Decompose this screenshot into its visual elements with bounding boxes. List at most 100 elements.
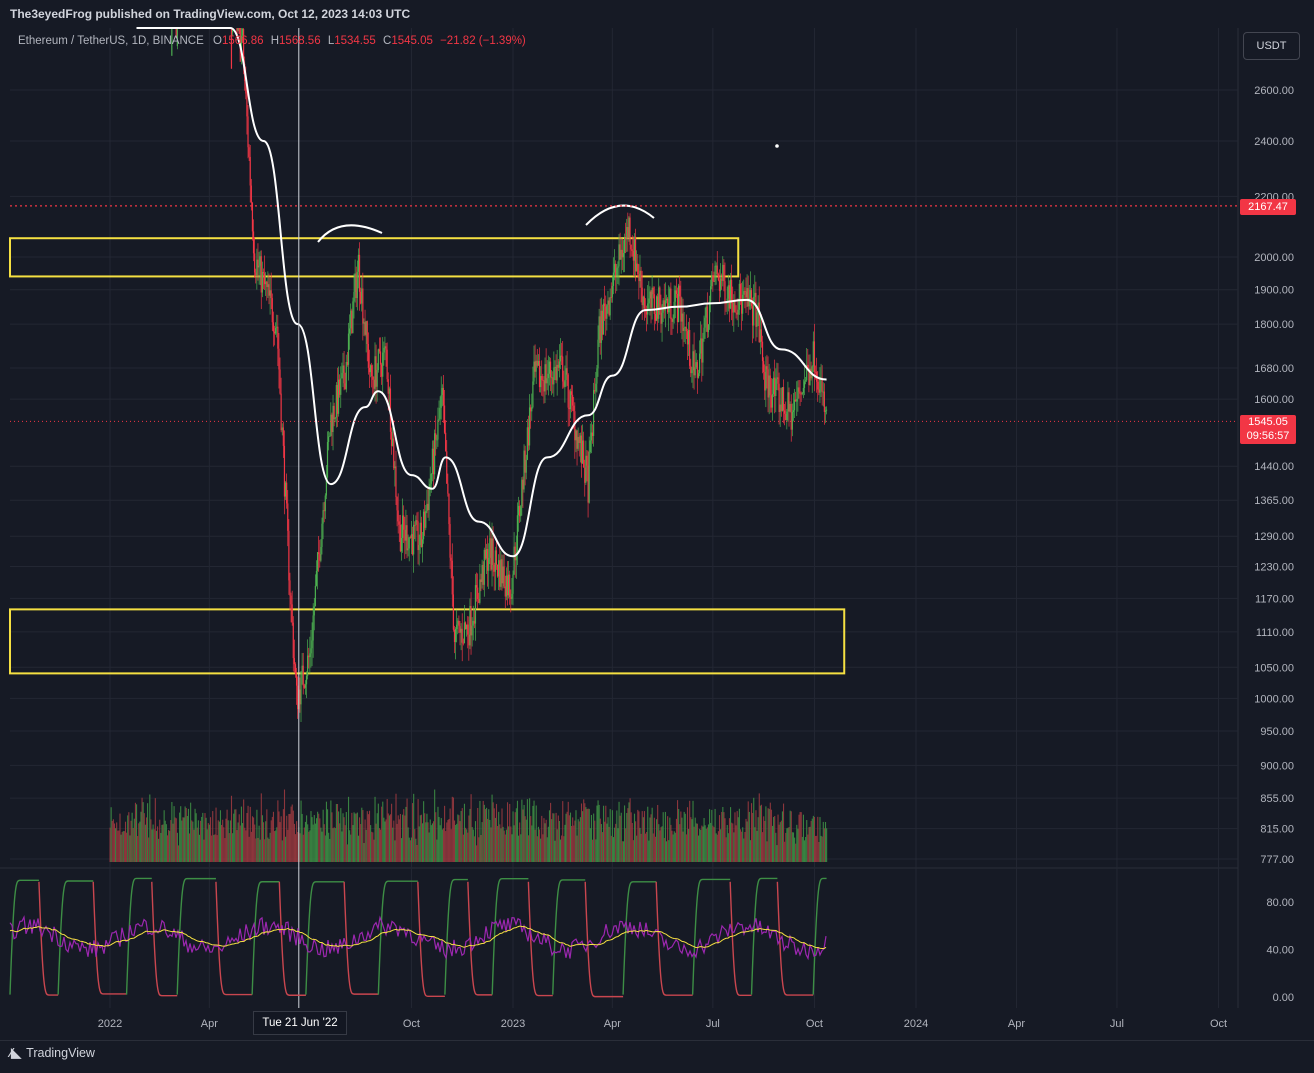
tradingview-logo[interactable]: ⁄◣ TradingView xyxy=(10,1045,95,1061)
candle-body xyxy=(801,392,803,394)
volume-bar xyxy=(394,840,396,862)
candle-body xyxy=(628,217,630,238)
price-tick-label: 950.00 xyxy=(1260,726,1294,738)
volume-bar xyxy=(448,819,450,862)
volume-bar xyxy=(779,822,781,862)
volume-bar xyxy=(168,830,170,862)
candle-body xyxy=(514,546,516,561)
volume-bar xyxy=(359,817,361,862)
candle-body xyxy=(329,435,331,437)
volume-bar xyxy=(473,836,475,862)
volume-bar xyxy=(393,820,395,862)
volume-bar xyxy=(150,819,152,862)
candle-body xyxy=(318,552,320,555)
candle-body xyxy=(358,254,361,292)
volume-bar xyxy=(360,824,362,862)
candle-body xyxy=(653,294,655,315)
volume-bar xyxy=(154,798,156,862)
volume-bar xyxy=(345,812,347,862)
volume-bar xyxy=(370,825,372,862)
volume-bar xyxy=(583,799,585,862)
candle-body xyxy=(533,361,535,382)
moving-average-line xyxy=(136,26,827,558)
candle-body xyxy=(490,538,492,570)
volume-bar xyxy=(591,839,594,862)
volume-bar xyxy=(753,797,755,862)
volume-bar xyxy=(812,815,814,862)
volume-bar xyxy=(241,823,244,862)
volume-bar xyxy=(439,825,441,862)
candle-body xyxy=(672,318,674,322)
volume-bar xyxy=(312,824,314,862)
candle-body xyxy=(690,365,692,374)
volume-bar xyxy=(486,807,488,862)
candle-body xyxy=(275,327,277,334)
volume-bar xyxy=(561,835,563,862)
candle-body xyxy=(782,387,785,411)
candle-body xyxy=(450,557,452,561)
volume-bar xyxy=(261,815,263,862)
candle-body xyxy=(316,552,319,571)
volume-bar xyxy=(595,839,597,862)
stochastic-line xyxy=(251,881,280,995)
volume-bar xyxy=(631,823,633,862)
candle-body xyxy=(594,390,596,392)
volume-bar xyxy=(811,818,813,862)
candle-body xyxy=(660,305,662,324)
volume-bar xyxy=(238,814,240,862)
volume-bar xyxy=(275,830,277,862)
volume-bar xyxy=(747,801,749,862)
volume-bar xyxy=(256,809,258,862)
volume-bar xyxy=(181,820,183,862)
volume-bar xyxy=(689,800,691,862)
published-caption: The3eyedFrog published on TradingView.co… xyxy=(10,7,411,21)
volume-bar xyxy=(351,812,353,862)
volume-bar xyxy=(257,837,259,862)
volume-bar xyxy=(565,813,567,862)
stochastic-line xyxy=(343,881,379,995)
volume-bar xyxy=(820,835,822,862)
volume-bar xyxy=(547,826,549,862)
candle-body xyxy=(375,356,377,387)
volume-bar xyxy=(385,819,387,862)
candle-body xyxy=(731,279,733,303)
candle-body xyxy=(627,227,629,238)
volume-bar xyxy=(813,816,816,862)
candle-body xyxy=(449,524,451,558)
volume-bar xyxy=(245,830,247,862)
volume-bar xyxy=(182,817,184,862)
candle-body xyxy=(578,436,580,444)
volume-bar xyxy=(652,833,654,862)
candle-body xyxy=(825,409,828,411)
volume-bar xyxy=(818,841,820,862)
candle-body xyxy=(754,292,756,297)
candle-body xyxy=(560,355,563,357)
candle-body xyxy=(692,351,694,371)
volume-bar xyxy=(823,828,825,862)
candle-body xyxy=(740,299,743,314)
volume-bar xyxy=(145,817,148,862)
candle-body xyxy=(527,427,530,446)
candle-body xyxy=(269,290,271,296)
candle-body xyxy=(612,272,615,286)
candle-body xyxy=(512,574,514,594)
candle-body xyxy=(341,372,343,379)
price-tick-label: 2600.00 xyxy=(1254,85,1294,97)
volume-bar xyxy=(389,814,392,862)
currency-button[interactable]: USDT xyxy=(1243,32,1300,60)
volume-bar xyxy=(611,810,613,862)
candle-body xyxy=(696,362,698,378)
volume-bar xyxy=(534,829,536,862)
candle-body xyxy=(732,302,734,313)
volume-bar xyxy=(187,808,189,862)
volume-bar xyxy=(484,809,486,862)
candle-body xyxy=(480,579,482,582)
volume-bar xyxy=(330,800,332,862)
candle-body xyxy=(381,364,383,377)
candle-body xyxy=(608,300,610,316)
volume-bar xyxy=(307,824,309,862)
candle-body xyxy=(818,389,820,393)
volume-bar xyxy=(133,818,135,862)
candle-body xyxy=(681,313,683,322)
